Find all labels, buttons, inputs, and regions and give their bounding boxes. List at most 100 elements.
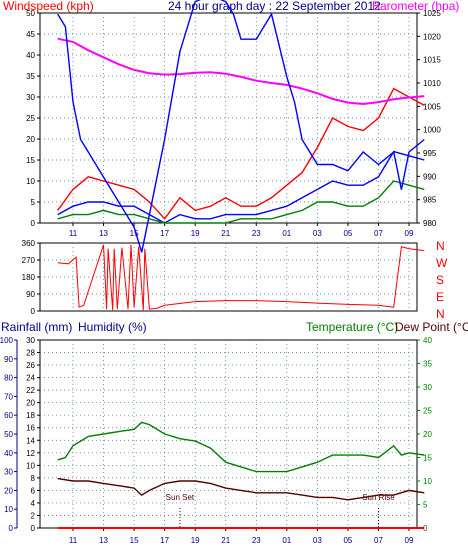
rainfall-tick-label: 30 [4,468,13,477]
barometer-tick-label: 1005 [423,102,441,111]
temperature-time-axis: 11 13 15 17 19 21 23 01 03 05 07 09 [69,528,414,545]
humidity-tick-label: 18 [26,411,35,420]
wind-series-gust [57,87,425,220]
temperature-tick-label: 0 [423,524,428,533]
compass-point-label: W [436,256,448,270]
humidity-tick-label: 24 [26,374,35,383]
temperature-time-tick-label: 01 [282,536,291,545]
barometer-tick-label: 1010 [423,79,441,88]
wind-time-tick-label: 23 [252,229,261,238]
temperature-tick-label: 30 [423,383,432,392]
barometer-tick-label: 985 [423,196,437,205]
barometer-tick-label: 1000 [423,126,441,135]
sun-annotations: Sun Set Sun Rise [166,493,395,528]
humidity-tick-label: 0 [31,524,36,533]
rainfall-tick-label: 10 [4,505,13,514]
wind-series-barometer [57,37,425,106]
barometer-tick-label: 1020 [423,32,441,41]
wind-time-tick-label: 19 [191,229,200,238]
humidity-tick-label: 30 [26,336,35,345]
wind-time-tick-label: 01 [282,229,291,238]
barometer-tick-label: 1025 [423,9,441,18]
temperature-time-tick-label: 23 [252,536,261,545]
rainfall-tick-label: 80 [4,374,13,383]
rainfall-tick-label: 40 [4,449,13,458]
humidity-tick-label: 8 [31,474,36,483]
windspeed-axis: 0 5 10 15 20 25 30 35 40 45 50 [26,9,40,228]
windspeed-tick-label: 0 [31,219,36,228]
direction-tick-label: 90 [26,290,35,299]
rainfall-tick-label: 50 [4,430,13,439]
wind-time-tick-label: 21 [221,229,230,238]
barometer-tick-label: 980 [423,219,437,228]
temperature-tick-label: 5 [423,501,428,510]
windspeed-tick-label: 40 [26,51,35,60]
humidity-tick-label: 20 [26,399,35,408]
humidity-axis-title: Humidity (%) [78,320,147,334]
temperature-series-temperature [57,421,425,473]
wind-time-tick-label: 17 [160,229,169,238]
temperature-time-tick-label: 05 [343,536,352,545]
windspeed-tick-label: 15 [26,156,35,165]
temperature-time-tick-label: 03 [313,536,322,545]
wind-time-axis: 11 13 15 17 19 21 23 01 03 05 07 09 [69,223,414,238]
wind-time-tick-label: 09 [405,229,414,238]
temperature-plot-area [39,339,418,529]
temperature-tick-label: 25 [423,407,432,416]
sun-event-label: Sun Rise [362,493,395,502]
direction-tick-label: 180 [22,273,36,282]
windspeed-tick-label: 50 [26,9,35,18]
rainfall-tick-label: 70 [4,392,13,401]
compass-point-label: N [436,239,445,253]
windspeed-tick-label: 25 [26,114,35,123]
direction-gridlines [40,243,417,311]
humidity-tick-label: 12 [26,449,35,458]
barometer-tick-label: 1015 [423,56,441,65]
direction-tick-label: 270 [22,256,36,265]
temperature-time-tick-label: 21 [221,536,230,545]
humidity-tick-label: 6 [31,486,36,495]
direction-series-line [57,244,425,311]
direction-tick-label: 360 [22,239,36,248]
humidity-tick-label: 28 [26,349,35,358]
temperature-gridlines [40,340,417,528]
temperature-time-tick-label: 15 [130,536,139,545]
compass-point-label: E [436,290,444,304]
direction-series-group [57,244,425,311]
barometer-axis-title: Barometer (hpa) [372,0,459,13]
barometer-tick-label: 995 [423,149,437,158]
wind-chart-title: 24 hour graph day : 22 September 2012 [168,0,381,13]
wind-time-tick-label: 07 [374,229,383,238]
humidity-tick-label: 22 [26,386,35,395]
wind-time-tick-label: 11 [69,229,78,238]
temperature-time-tick-label: 11 [69,536,78,545]
rainfall-tick-label: 20 [4,486,13,495]
temperature-tick-label: 15 [423,454,432,463]
humidity-tick-label: 2 [31,511,36,520]
temperature-tick-label: 40 [423,336,432,345]
temperature-time-tick-label: 09 [405,536,414,545]
wind-series-lull [57,180,425,224]
humidity-tick-label: 16 [26,424,35,433]
wind-series-average [57,150,425,224]
temperature-axis-title: Temperature (°C) [306,320,398,334]
temperature-time-tick-label: 13 [99,536,108,545]
direction-degree-axis: 0 90 180 270 360 [22,239,40,316]
direction-tick-label: 0 [31,307,36,316]
humidity-tick-label: 10 [26,461,35,470]
humidity-tick-label: 14 [26,436,35,445]
wind-time-tick-label: 05 [343,229,352,238]
windspeed-tick-label: 10 [26,177,35,186]
temperature-tick-label: 35 [423,360,432,369]
humidity-tick-label: 26 [26,361,35,370]
dewpoint-axis-title: Dew Point (°C) [395,320,468,334]
rainfall-tick-label: 100 [0,336,14,345]
rainfall-tick-label: 0 [9,524,14,533]
windspeed-axis-title: Windspeed (kph) [3,0,94,13]
wind-time-tick-label: 03 [313,229,322,238]
compass-point-label: N [436,307,445,321]
windspeed-tick-label: 30 [26,93,35,102]
